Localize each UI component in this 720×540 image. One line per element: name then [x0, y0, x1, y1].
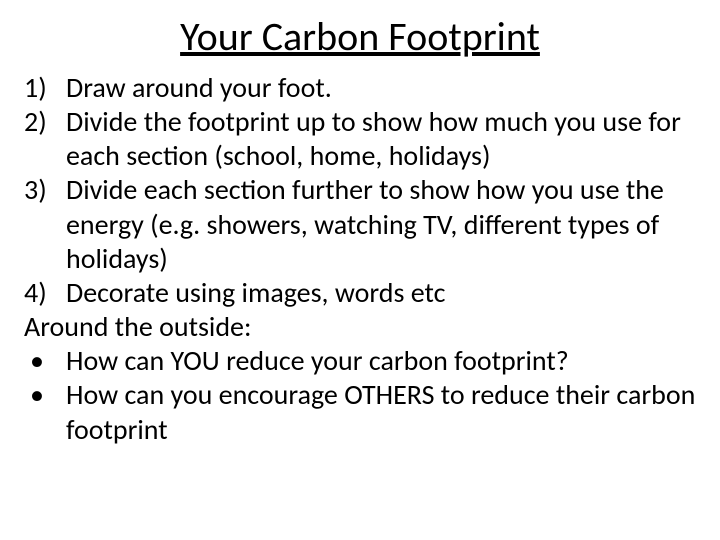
page-title: Your Carbon Footprint	[24, 12, 696, 61]
list-item: Divide the footprint up to show how much…	[24, 105, 696, 173]
list-item: Draw around your foot.	[24, 71, 696, 105]
list-item: Divide each section further to show how …	[24, 173, 696, 275]
content-body: Draw around your foot. Divide the footpr…	[24, 71, 696, 447]
list-item: How can YOU reduce your carbon footprint…	[24, 344, 696, 378]
subheading: Around the outside:	[24, 310, 696, 344]
list-item: Decorate using images, words etc	[24, 276, 696, 310]
bulleted-list: How can YOU reduce your carbon footprint…	[24, 344, 696, 446]
list-item: How can you encourage OTHERS to reduce t…	[24, 378, 696, 446]
numbered-list: Draw around your foot. Divide the footpr…	[24, 71, 696, 310]
